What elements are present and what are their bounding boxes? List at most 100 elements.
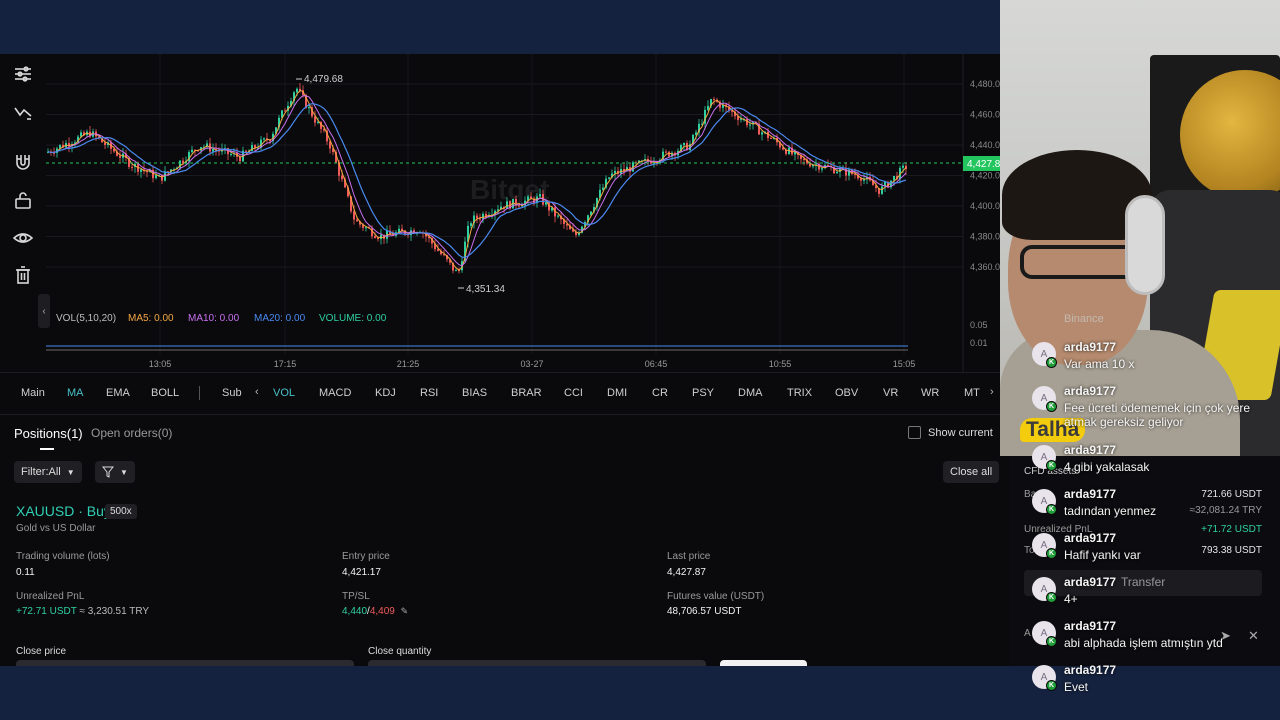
candle-body bbox=[371, 228, 373, 237]
kick-badge-icon: K bbox=[1046, 592, 1057, 603]
close-price-input[interactable] bbox=[16, 660, 354, 666]
candle-body bbox=[593, 207, 595, 212]
leverage-badge[interactable]: 500x bbox=[105, 504, 137, 519]
indicator-mt[interactable]: MT bbox=[964, 387, 980, 399]
settings-sliders-icon[interactable] bbox=[11, 62, 35, 86]
indicator-kdj[interactable]: KDJ bbox=[375, 387, 396, 399]
show-current-label: Show current bbox=[928, 426, 993, 439]
candle-body bbox=[689, 144, 691, 151]
balance-value: 721.66 USDT bbox=[1201, 489, 1262, 500]
candle-body bbox=[239, 156, 241, 162]
eye-icon[interactable] bbox=[11, 226, 35, 250]
indicator-ma[interactable]: MA bbox=[67, 387, 84, 399]
close-position-button[interactable] bbox=[720, 660, 807, 666]
indicator-cr[interactable]: CR bbox=[652, 387, 668, 399]
indicator-cci[interactable]: CCI bbox=[564, 387, 583, 399]
indicator-wr[interactable]: WR bbox=[921, 387, 940, 399]
indicator-vr[interactable]: VR bbox=[883, 387, 899, 399]
close-all-button[interactable]: Close all bbox=[943, 461, 1000, 483]
indicator-obv[interactable]: OBV bbox=[835, 387, 859, 399]
transfer-label: Transfer bbox=[1121, 575, 1166, 589]
magnet-icon[interactable] bbox=[11, 150, 35, 174]
indicator-ema[interactable]: EMA bbox=[106, 387, 130, 399]
chat-username[interactable]: arda9177 bbox=[1064, 619, 1117, 633]
chevron-right-icon[interactable]: › bbox=[990, 386, 994, 398]
price-chart[interactable]: Bitget 4,480.004,460.004,440.004,420.004… bbox=[0, 54, 1010, 374]
candle-body bbox=[113, 148, 115, 152]
indicator-macd[interactable]: MACD bbox=[319, 387, 352, 399]
indicator-dma[interactable]: DMA bbox=[738, 387, 763, 399]
candle-body bbox=[761, 132, 763, 135]
candle-body bbox=[377, 237, 379, 240]
position-symbol[interactable]: XAUUSD · Buy bbox=[16, 503, 111, 519]
transfer-button[interactable] bbox=[1024, 570, 1262, 596]
candle-body bbox=[827, 165, 829, 167]
show-current-toggle[interactable]: Show current bbox=[908, 426, 993, 439]
candle-body bbox=[401, 228, 403, 231]
candle-body bbox=[740, 119, 742, 121]
filter-dropdown[interactable]: Filter:All ▼ bbox=[14, 461, 82, 483]
indicator-vol[interactable]: VOL bbox=[273, 387, 296, 399]
collapse-toolbar-button[interactable]: ‹ bbox=[38, 294, 50, 328]
edit-pencil-icon[interactable]: ✎ bbox=[400, 606, 409, 616]
candle-body bbox=[347, 187, 349, 197]
funnel-filter-button[interactable]: ▼ bbox=[95, 461, 135, 483]
tab-open-orders[interactable]: Open orders(0) bbox=[91, 426, 173, 440]
candle-body bbox=[884, 181, 886, 187]
candle-body bbox=[293, 92, 295, 102]
indicator-bias[interactable]: BIAS bbox=[462, 387, 488, 399]
kick-badge-icon: K bbox=[1046, 680, 1057, 691]
candle-body bbox=[440, 250, 442, 255]
indicator-rsi[interactable]: RSI bbox=[420, 387, 439, 399]
candle-body bbox=[602, 187, 604, 190]
chat-username[interactable]: arda9177 bbox=[1064, 340, 1117, 354]
price-tick-label: 4,400.00 bbox=[970, 201, 1005, 211]
candle-body bbox=[53, 152, 55, 154]
candle-body bbox=[356, 219, 358, 222]
candle-body bbox=[206, 143, 208, 147]
tab-positions[interactable]: Positions(1) bbox=[14, 426, 83, 441]
indicator-brar[interactable]: BRAR bbox=[511, 387, 542, 399]
indicator-trix[interactable]: TRIX bbox=[787, 387, 813, 399]
chat-username[interactable]: arda9177 bbox=[1064, 487, 1117, 501]
time-tick-label: 03-27 bbox=[520, 359, 543, 369]
chat-username[interactable]: arda9177 bbox=[1064, 531, 1117, 545]
candle-body bbox=[311, 107, 313, 117]
indicator-boll[interactable]: BOLL bbox=[151, 387, 180, 399]
candle-body bbox=[767, 131, 769, 138]
lock-open-icon[interactable] bbox=[11, 188, 35, 212]
close-x-icon[interactable]: ✕ bbox=[1248, 628, 1259, 643]
tpsl-row[interactable]: 4,440/4,409 ✎ bbox=[342, 606, 409, 617]
candle-body bbox=[566, 223, 568, 226]
time-tick-label: 15:05 bbox=[893, 359, 916, 369]
candle-body bbox=[284, 110, 286, 112]
candle-body bbox=[887, 181, 889, 188]
candle-body bbox=[392, 233, 394, 236]
candle-body bbox=[350, 196, 352, 212]
indicator-psy[interactable]: PSY bbox=[692, 387, 715, 399]
close-quantity-label: Close quantity bbox=[368, 646, 432, 657]
chat-username[interactable]: arda9177 bbox=[1064, 663, 1117, 677]
chevron-left-icon[interactable]: ‹ bbox=[255, 386, 259, 398]
share-icon[interactable]: ➤ bbox=[1220, 628, 1231, 643]
chat-username[interactable]: arda9177 bbox=[1064, 443, 1117, 457]
candle-body bbox=[770, 137, 772, 139]
total-label: To bbox=[1024, 545, 1035, 556]
indicator-trend-icon[interactable] bbox=[11, 100, 35, 124]
close-quantity-input[interactable] bbox=[368, 660, 706, 666]
chat-username[interactable]: arda9177 bbox=[1064, 575, 1117, 589]
candle-body bbox=[596, 198, 598, 208]
candle-body bbox=[695, 132, 697, 135]
show-current-checkbox[interactable] bbox=[908, 426, 921, 439]
indicator-dmi[interactable]: DMI bbox=[607, 387, 628, 399]
tp-value: 4,440 bbox=[342, 606, 368, 617]
candle-body bbox=[116, 151, 118, 156]
candle-body bbox=[803, 158, 805, 160]
candle-body bbox=[710, 99, 712, 106]
chat-username[interactable]: arda9177 bbox=[1064, 384, 1117, 398]
price-tick-label: 4,360.00 bbox=[970, 262, 1005, 272]
candle-body bbox=[701, 123, 703, 125]
candle-body bbox=[275, 127, 277, 134]
trash-icon[interactable] bbox=[11, 263, 35, 287]
candle-body bbox=[680, 145, 682, 151]
